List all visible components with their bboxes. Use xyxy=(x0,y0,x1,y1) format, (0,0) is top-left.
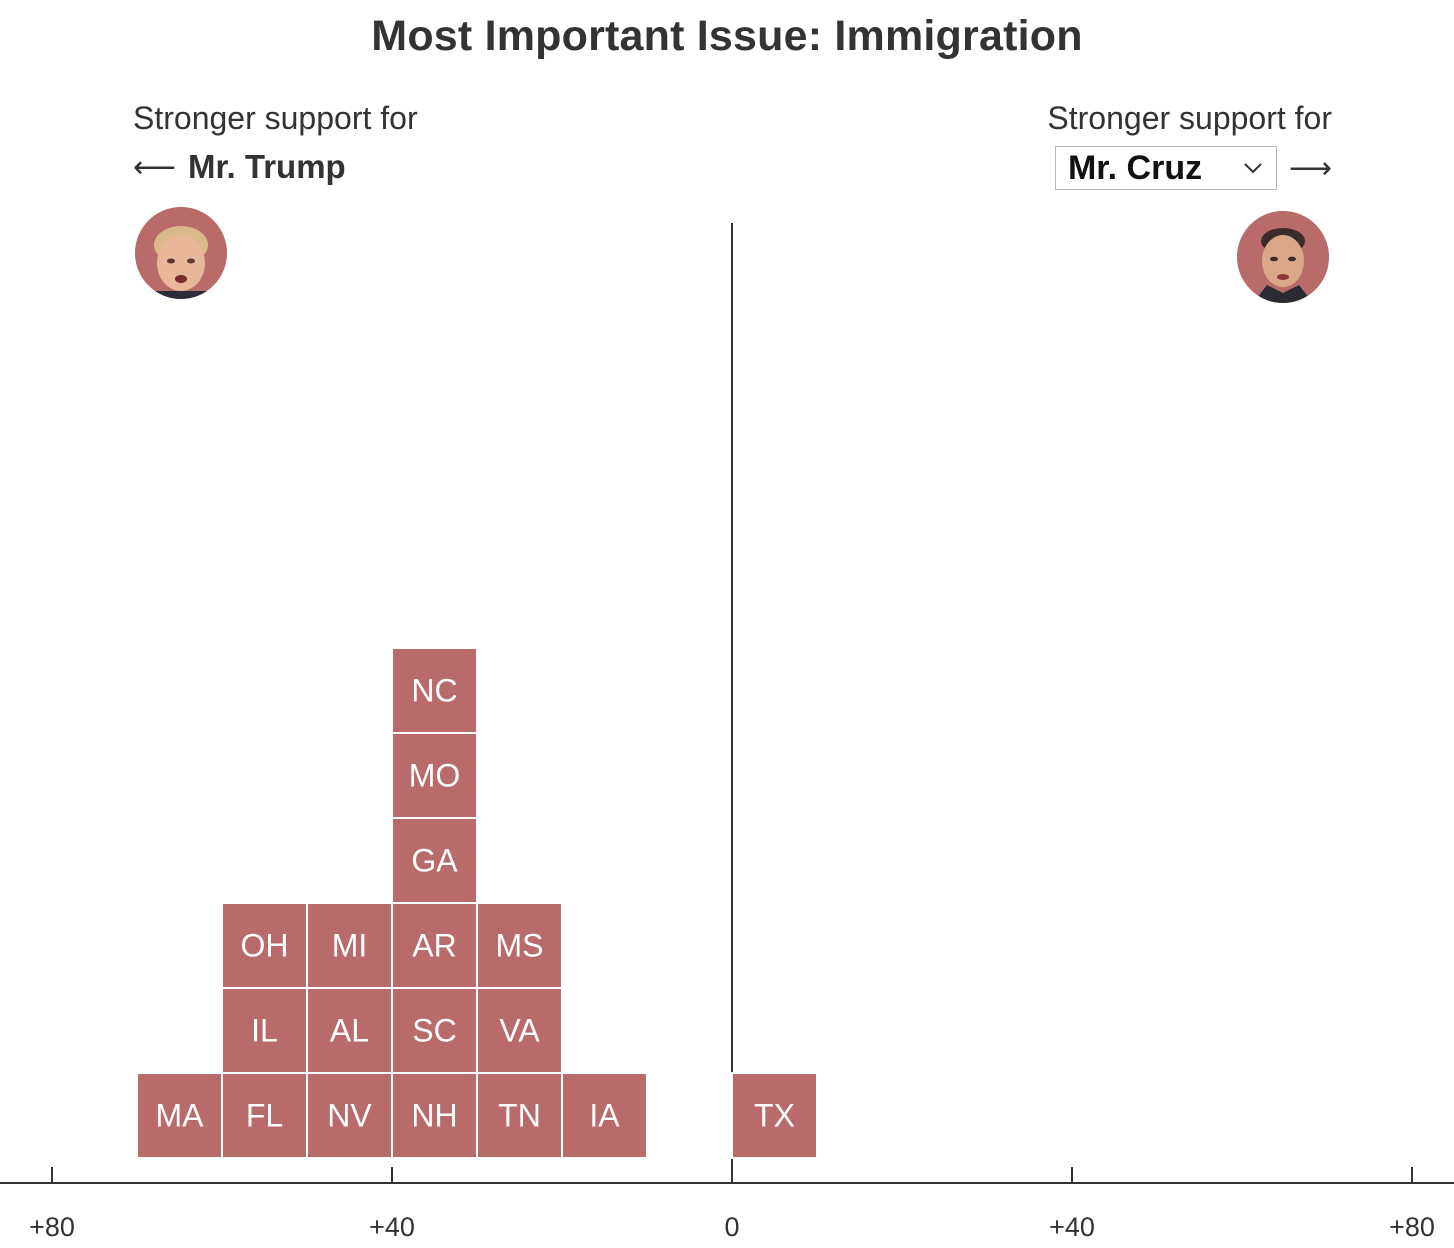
trump-portrait-icon xyxy=(135,207,227,299)
left-arrow-icon: ⟵ xyxy=(133,150,177,184)
state-tile xyxy=(221,1072,308,1159)
state-tile-label: IA xyxy=(589,1098,620,1134)
x-tick-label: +80 xyxy=(29,1212,75,1242)
left-candidate-label: ⟵ Mr. Trump xyxy=(133,148,346,186)
state-tile-label: SC xyxy=(412,1013,456,1049)
x-tick-label: +40 xyxy=(1049,1212,1095,1242)
state-tile-label: FL xyxy=(246,1098,283,1134)
state-tile-label: TX xyxy=(754,1098,795,1134)
chart-title: Most Important Issue: Immigration xyxy=(371,12,1083,60)
state-tile xyxy=(476,902,563,989)
state-tile xyxy=(221,902,308,989)
state-tile-label: MI xyxy=(332,928,368,964)
x-tick-label: +80 xyxy=(1389,1212,1435,1242)
state-tile xyxy=(731,1072,818,1159)
state-tile xyxy=(391,732,478,819)
right-candidate-selector: Mr. Cruz ⟶ xyxy=(1054,146,1332,190)
state-tile xyxy=(476,1072,563,1159)
left-candidate-name: Mr. Trump xyxy=(188,148,346,185)
state-tile-label: TN xyxy=(498,1098,541,1134)
state-tile-label: NH xyxy=(411,1098,457,1134)
right-arrow-icon: ⟶ xyxy=(1288,151,1332,185)
state-tile-label: MA xyxy=(156,1098,205,1134)
state-tile-label: AL xyxy=(330,1013,369,1049)
cruz-portrait-icon xyxy=(1237,211,1329,303)
state-tile xyxy=(306,1072,393,1159)
x-tick-label: 0 xyxy=(724,1212,739,1242)
left-support-caption: Stronger support for xyxy=(133,100,418,136)
dropdown-selected-value: Mr. Cruz xyxy=(1067,148,1203,187)
x-tick-label: +40 xyxy=(369,1212,415,1242)
state-tile-label: AR xyxy=(412,928,456,964)
state-tile xyxy=(306,987,393,1074)
state-tile xyxy=(391,902,478,989)
state-tile-label: IL xyxy=(251,1013,278,1049)
state-tile-label: NV xyxy=(327,1098,372,1134)
state-tile xyxy=(391,987,478,1074)
state-tile xyxy=(476,987,563,1074)
right-support-caption: Stronger support for xyxy=(1047,100,1332,136)
state-tile-label: OH xyxy=(241,928,289,964)
state-tile-label: VA xyxy=(499,1013,540,1049)
state-tile xyxy=(561,1072,648,1159)
state-tile xyxy=(391,647,478,734)
state-tile xyxy=(221,987,308,1074)
candidate-dropdown[interactable]: Mr. Cruz xyxy=(1054,146,1277,190)
state-tile-label: GA xyxy=(411,843,458,879)
state-tile xyxy=(306,902,393,989)
chevron-down-icon xyxy=(1244,163,1262,174)
state-tile-label: MO xyxy=(409,758,461,794)
state-tile-label: MS xyxy=(496,928,544,964)
state-tile-label: NC xyxy=(411,673,457,709)
